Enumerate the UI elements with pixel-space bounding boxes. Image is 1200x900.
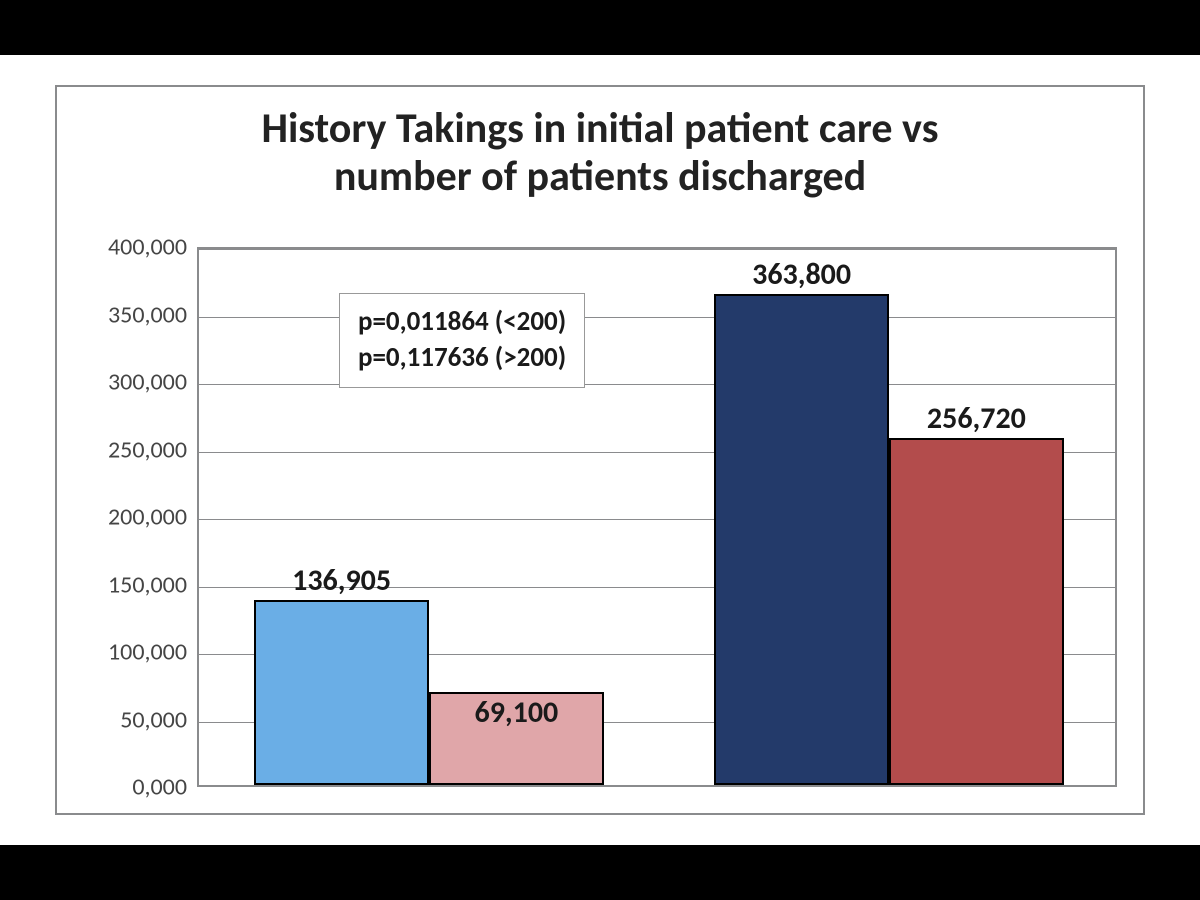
- bar-value-label: 256,720: [851, 400, 1101, 437]
- chart-title-line2: number of patients discharged: [334, 151, 866, 202]
- y-tick-label: 0,000: [77, 773, 187, 802]
- gridline: [199, 317, 1115, 318]
- chart-title-line1: History Takings in initial patient care …: [262, 103, 939, 154]
- bar-value-label: 69,100: [391, 694, 641, 731]
- bar: [714, 294, 889, 785]
- y-tick-label: 50,000: [77, 705, 187, 734]
- annotation-line2: p=0,117636 (>200): [358, 340, 566, 376]
- y-tick-label: 400,000: [77, 233, 187, 262]
- bar: [889, 438, 1064, 785]
- y-tick-label: 150,000: [77, 570, 187, 599]
- gridline: [199, 249, 1115, 250]
- plot-area: 136,905 69,100 363,800 256,720 p=0,011864 (…: [197, 247, 1117, 787]
- y-tick-label: 100,000: [77, 638, 187, 667]
- y-tick-label: 300,000: [77, 368, 187, 397]
- bar: [254, 600, 429, 785]
- y-tick-label: 350,000: [77, 300, 187, 329]
- p-value-annotation: p=0,011864 (<200) p=0,117636 (>200): [339, 293, 585, 388]
- chart-container: History Takings in initial patient care …: [55, 85, 1145, 815]
- gridline: [199, 384, 1115, 385]
- annotation-line1: p=0,011864 (<200): [358, 304, 566, 340]
- chart-title: History Takings in initial patient care …: [57, 105, 1143, 202]
- y-tick-label: 200,000: [77, 503, 187, 532]
- bar-value-label: 363,800: [677, 256, 927, 293]
- slide-background: History Takings in initial patient care …: [0, 55, 1200, 845]
- y-tick-label: 250,000: [77, 435, 187, 464]
- bar-value-label: 136,905: [217, 562, 467, 599]
